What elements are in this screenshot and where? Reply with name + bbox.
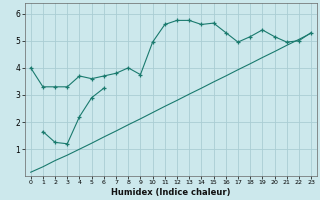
X-axis label: Humidex (Indice chaleur): Humidex (Indice chaleur) — [111, 188, 231, 197]
